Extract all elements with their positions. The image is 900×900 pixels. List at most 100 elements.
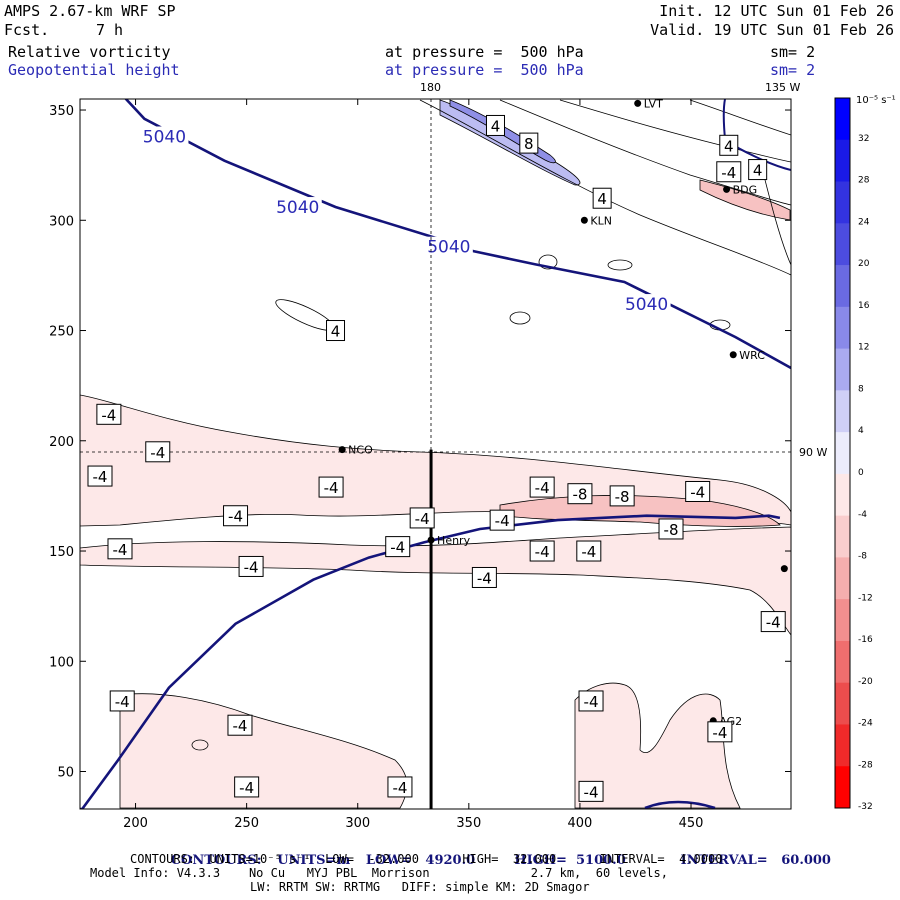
vorticity-contour-label: 4: [485, 114, 505, 136]
colorbar-tick-label: 12: [858, 343, 869, 353]
vorticity-contour-label: 4: [592, 187, 612, 209]
geopotential-label: 5040: [143, 127, 186, 147]
meridian-180-label: 180: [420, 81, 441, 94]
field1-name: Relative vorticity: [8, 43, 171, 61]
svg-text:-4: -4: [239, 779, 254, 797]
svg-text:-8: -8: [615, 488, 630, 506]
colorbar-tick-label: -16: [858, 635, 873, 645]
station-marker: Henry: [427, 534, 471, 547]
footer-height-contours: CONTOURS: UNITS=m LOW= 4920.0 HIGH= 5100…: [155, 838, 831, 868]
svg-text:-4: -4: [477, 569, 492, 587]
colorbar-segment: [835, 390, 850, 433]
station-label: LVT: [644, 97, 663, 110]
vorticity-contour-label: -4: [107, 538, 133, 560]
footer-physics-info: LW: RRTM SW: RRTMG DIFF: simple KM: 2D S…: [250, 880, 590, 894]
plot-frame: [79, 98, 792, 810]
field1-level: at pressure = 500 hPa: [385, 43, 584, 61]
vorticity-contour-label: -4: [578, 690, 604, 712]
vorticity-contour-label: -4: [760, 611, 786, 633]
geopotential-contour-5040: [124, 99, 791, 370]
colorbar-segment: [835, 223, 850, 266]
svg-text:4: 4: [597, 190, 607, 208]
vorticity-contour-label: -4: [87, 465, 113, 487]
svg-text:-4: -4: [228, 508, 243, 526]
plot-area: [80, 99, 791, 809]
svg-text:-4: -4: [721, 164, 736, 182]
colorbar-tick-label: -28: [858, 760, 873, 770]
colorbar-tick-label: -4: [858, 510, 867, 520]
vorticity-contour-label: -4: [529, 540, 555, 562]
field2-smoothing: sm= 2: [770, 61, 816, 79]
field2-name: Geopotential height: [8, 61, 180, 79]
svg-text:-4: -4: [390, 539, 405, 557]
colorbar-tick-label: -24: [858, 719, 873, 729]
colorbar-segment: [835, 557, 850, 600]
svg-text:8: 8: [524, 135, 534, 153]
svg-text:-4: -4: [415, 510, 430, 528]
negative-vorticity-shading: [80, 394, 791, 809]
colorbar-segment: [835, 724, 850, 767]
svg-text:-4: -4: [535, 479, 550, 497]
colorbar-tick-label: -8: [858, 552, 867, 562]
x-tick-label: 250: [234, 816, 259, 831]
colorbar-segment: [835, 766, 850, 809]
geopotential-labels: 5040 5040 5040 5040: [140, 126, 671, 315]
svg-text:-4: -4: [690, 483, 705, 501]
station-label: BDG: [733, 183, 758, 196]
colorbar-tick-label: 28: [858, 176, 870, 186]
y-tick-label: 300: [49, 214, 74, 229]
field1-smoothing: sm= 2: [770, 43, 816, 61]
vorticity-contour-label: -4: [318, 476, 344, 498]
y-tick-label: 200: [49, 435, 74, 450]
colorbar-segment: [835, 348, 850, 391]
svg-text:-4: -4: [244, 558, 259, 576]
footer-model-info: Model Info: V4.3.3 No Cu MYJ PBL Morriso…: [90, 866, 668, 880]
colorbar-segment: [835, 432, 850, 475]
colorbar-tick-label: 24: [858, 217, 870, 227]
station-marker: WRC: [729, 349, 765, 362]
station-marker: NCO: [338, 444, 373, 457]
x-tick-label: 300: [345, 816, 370, 831]
colorbar-tick-label: -20: [858, 677, 873, 687]
x-tick-label: 200: [123, 816, 148, 831]
colorbar-segment: [835, 306, 850, 350]
station-marker: LVT: [634, 97, 663, 110]
vorticity-contour-label: -4: [223, 505, 249, 527]
colorbar-tick-label: -12: [858, 593, 873, 603]
vorticity-contour-label: -4: [707, 721, 733, 743]
svg-text:-4: -4: [115, 693, 130, 711]
station-label: NCO: [348, 444, 373, 457]
vorticity-contour-label: -8: [658, 518, 684, 540]
svg-text:4: 4: [753, 162, 763, 180]
colorbar: 32 28 24 20 16 12 8 4 0 -4 -8 -12 -16 -20 -24 -28 -32: [834, 97, 873, 812]
station-label: KLN: [590, 214, 612, 227]
vorticity-contour-label: -4: [489, 509, 515, 531]
x-tick-label: 400: [568, 816, 593, 831]
vorticity-contour-label: -4: [387, 776, 413, 798]
vorticity-contour-label: -4: [716, 161, 742, 183]
vorticity-contour-label: -4: [227, 714, 253, 736]
x-axis-ticks: 200 250 300 350 400 450: [123, 99, 703, 831]
svg-text:-8: -8: [572, 486, 587, 504]
forecast-label: Fcst.: [4, 21, 50, 39]
colorbar-tick-label: 4: [858, 426, 864, 436]
vorticity-labels: 4 8 4 -4 4 4 4 -4 -4 -4 -4 -4 -4 -4 -8 -8 -4 -4 -8 -4 -4 -4 -4…: [87, 114, 786, 802]
vorticity-contour-label: -4: [109, 690, 135, 712]
vorticity-contour-label: -4: [234, 776, 260, 798]
svg-text:-4: -4: [584, 783, 599, 801]
field2-level: at pressure = 500 hPa: [385, 61, 584, 79]
colorbar-tick-label: 16: [858, 301, 870, 311]
footer-contours-label: CONTOURS:: [170, 853, 262, 868]
geopotential-label: 5040: [276, 198, 319, 218]
vorticity-contour-label: 4: [748, 159, 768, 181]
vorticity-contour-label: -4: [96, 403, 122, 425]
vorticity-contour-label: -4: [578, 780, 604, 802]
colorbar-tick-label: 20: [858, 259, 870, 269]
vorticity-contour-label: -4: [238, 555, 264, 577]
svg-text:-4: -4: [712, 724, 727, 742]
svg-text:-4: -4: [150, 444, 165, 462]
geopotential-label: 5040: [625, 295, 668, 315]
svg-text:-8: -8: [664, 521, 679, 539]
colorbar-unit-label: 10⁻⁵ s⁻¹: [856, 95, 896, 106]
